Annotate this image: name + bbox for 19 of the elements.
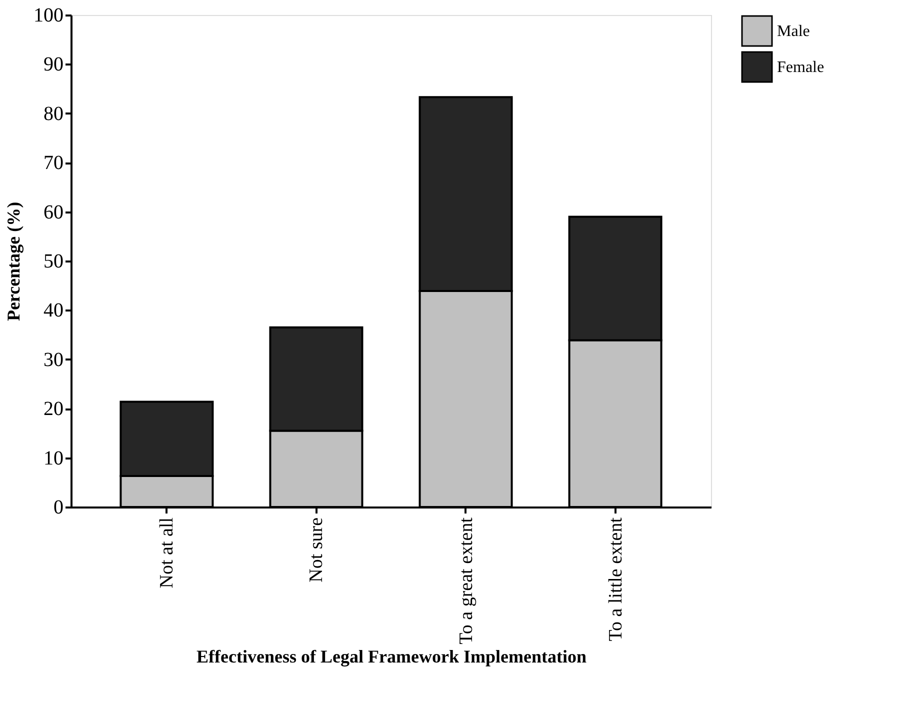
legend-label: Male [777,23,810,40]
x-axis-title: Effectiveness of Legal Framework Implementation [196,646,586,666]
x-tick-label: Not sure [306,518,328,582]
y-tick-label: 10 [44,447,64,470]
legend-label: Female [777,59,824,76]
x-tick-label: To a great extent [456,516,477,644]
y-tick-label: 80 [44,102,64,125]
x-tick-label: To a little extent [605,516,626,642]
y-tick-label: 30 [44,348,64,371]
y-tick-label: 0 [54,496,64,518]
x-tick-label: Not at all [156,518,178,588]
y-tick-label: 50 [44,250,64,272]
y-tick-label: 60 [44,201,64,224]
y-tick-label: 70 [44,152,64,174]
y-axis-title: Percentage (%) [4,202,24,322]
y-tick-label: 40 [44,300,64,322]
y-tick-label: 90 [44,54,64,76]
y-tick-label: 20 [44,398,64,420]
y-tick-label: 100 [34,4,64,26]
